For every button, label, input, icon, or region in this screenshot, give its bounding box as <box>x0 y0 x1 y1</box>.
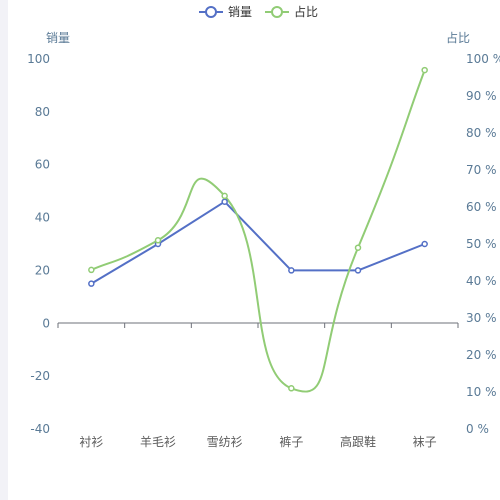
series-lines <box>90 69 426 393</box>
data-point-ratio[interactable] <box>421 66 428 74</box>
series-line-sales <box>90 200 426 285</box>
x-category-label: 裤子 <box>279 435 303 449</box>
x-category-label: 羊毛衫 <box>140 434 176 449</box>
right-tick-label: 10 % <box>466 385 497 399</box>
x-category-label: 袜子 <box>413 435 437 449</box>
data-point-ratio[interactable] <box>221 192 228 200</box>
left-tick-label: -20 <box>30 369 50 383</box>
left-side-strip <box>0 0 8 500</box>
x-category-label: 衬衫 <box>79 435 103 449</box>
legend-marker-ratio <box>271 6 283 18</box>
legend-item-sales[interactable]: 销量 <box>199 5 252 19</box>
right-tick-label: 30 % <box>466 311 497 325</box>
series-points <box>88 66 428 392</box>
right-tick-label: 60 % <box>466 200 497 214</box>
right-axis-ticks: 0 % 10 % 20 % 30 % 40 % 50 % 60 % 70 % 80 % 90 % 1… <box>466 52 500 436</box>
left-tick-label: 0 <box>42 316 50 330</box>
data-point-sales[interactable] <box>288 267 295 274</box>
data-point-sales[interactable] <box>421 240 428 248</box>
data-point-sales[interactable] <box>354 267 362 274</box>
right-tick-label: 0 % <box>466 422 489 436</box>
legend-marker-sales <box>205 6 217 18</box>
x-axis: 衬衫 羊毛衫 雪纺衫 裤子 高跟鞋 袜子 <box>57 322 459 449</box>
right-tick-label: 50 % <box>466 237 497 251</box>
left-tick-label: 40 <box>35 211 50 225</box>
left-tick-label: -40 <box>30 422 50 436</box>
left-tick-label: 20 <box>35 263 50 277</box>
legend-label-ratio: 占比 <box>294 4 318 19</box>
right-axis-title: 占比 <box>446 30 470 45</box>
legend-item-ratio[interactable]: 占比 <box>265 4 318 19</box>
right-tick-label: 100 % <box>466 52 500 66</box>
series-line-ratio <box>90 69 426 393</box>
left-axis-ticks: -40 -20 0 20 40 60 80 100 <box>27 52 50 436</box>
x-category-label: 高跟鞋 <box>340 434 376 449</box>
right-tick-label: 80 % <box>466 126 497 140</box>
left-axis-title: 销量 <box>46 31 70 45</box>
data-point-ratio[interactable] <box>288 385 295 392</box>
legend-label-sales: 销量 <box>228 5 252 19</box>
right-tick-label: 70 % <box>466 163 497 177</box>
left-tick-label: 80 <box>35 105 50 119</box>
data-point-ratio[interactable] <box>354 244 362 251</box>
right-tick-label: 40 % <box>466 274 497 288</box>
left-tick-label: 60 <box>35 158 50 172</box>
x-category-label: 雪纺衫 <box>207 435 243 449</box>
right-tick-label: 90 % <box>466 89 497 103</box>
data-point-sales[interactable] <box>88 280 95 287</box>
right-tick-label: 20 % <box>466 348 497 362</box>
data-point-sales[interactable] <box>221 198 228 205</box>
data-point-ratio[interactable] <box>154 237 162 244</box>
data-point-ratio[interactable] <box>88 266 95 274</box>
left-tick-label: 100 <box>27 52 50 66</box>
legend[interactable]: 销量 占比 <box>199 4 318 19</box>
